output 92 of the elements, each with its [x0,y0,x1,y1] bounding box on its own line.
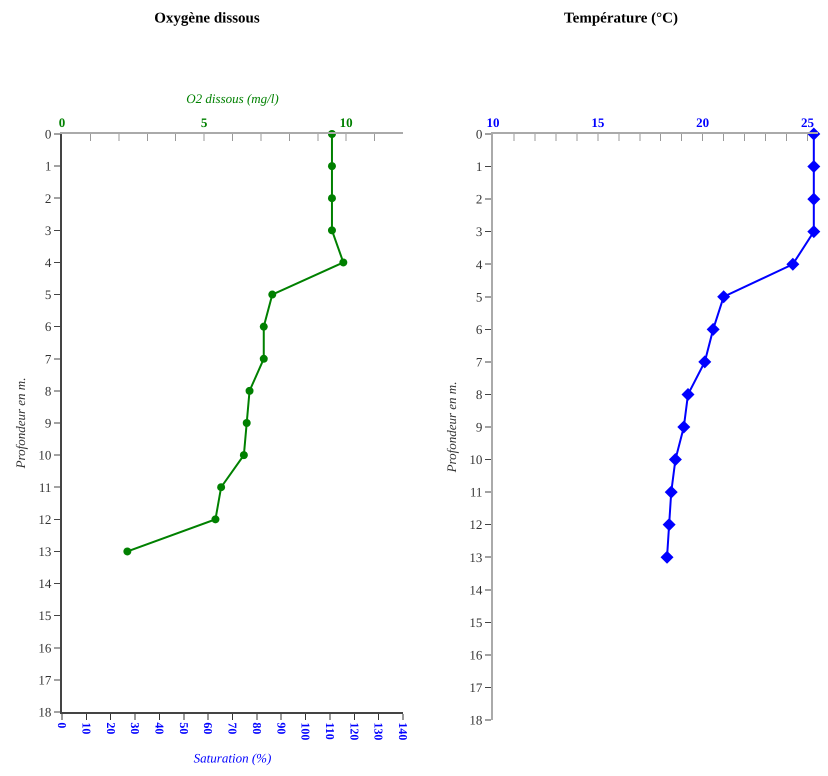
y-tick-label: 17 [38,672,52,688]
y-tick-label: 6 [44,319,52,334]
y-tick-label: 18 [469,712,482,728]
y-tick-label: 0 [44,126,52,142]
x2-tick-label: 80 [250,722,264,734]
x2-tick-label: 60 [201,722,216,734]
x-tick-label: 5 [200,114,208,130]
y-tick-label: 4 [476,256,483,272]
y-tick-label: 2 [476,192,482,207]
y-tick-label: 4 [44,254,52,270]
x2-tick-label: 20 [104,722,118,734]
y-tick-label: 14 [469,582,483,598]
y-tick-label: 17 [469,680,483,695]
chart-title: Oxygène dissous [154,10,260,26]
x2-tick-label: 0 [55,722,70,728]
point [217,483,226,492]
y-tick-label: 15 [469,614,482,630]
point [123,547,132,556]
point [807,225,820,238]
point [211,515,220,524]
point [328,194,336,202]
x-tick-label: 0 [58,114,66,130]
y-tick-label: 2 [44,190,52,206]
point [807,160,820,174]
point [677,420,690,434]
x2-tick-label: 140 [396,722,410,740]
point [786,258,800,271]
point [706,322,720,336]
x2-tick-label: 70 [226,722,240,734]
point [328,162,336,170]
x2-tick-label: 30 [128,722,142,734]
y-tick-label: 13 [469,550,482,565]
point [242,419,251,427]
x-axis-title: O2 dissous (mg/l) [186,91,279,106]
point [668,453,682,466]
x-tick-label: 25 [801,114,815,130]
y-tick-label: 12 [38,512,52,527]
point [717,290,730,304]
x2-tick-label: 50 [176,722,191,734]
x2-tick-label: 40 [152,722,167,734]
point [664,486,678,499]
y-tick-label: 3 [476,224,482,240]
point [260,354,268,363]
y-tick-label: 16 [38,640,52,656]
x-tick-label: 10 [486,114,500,130]
y-tick-label: 11 [38,480,52,495]
y-tick-label: 18 [38,704,52,720]
y-tick-label: 1 [476,159,482,174]
x2-axis-title: Saturation (%) [194,750,272,766]
y-tick-label: 1 [44,158,52,174]
y-tick-label: 16 [469,647,483,662]
y-axis-title: Profondeur en m. [12,378,28,470]
y-tick-label: 14 [38,576,52,592]
point [240,451,248,460]
y-tick-label: 8 [44,383,52,398]
point [660,550,674,564]
x-tick-label: 15 [591,114,605,130]
x2-tick-label: 100 [298,722,313,740]
x2-tick-label: 120 [347,722,362,740]
y-tick-label: 15 [38,608,52,624]
y-tick-label: 10 [469,452,482,468]
x-tick-label: 10 [340,114,353,130]
x-tick-label: 20 [696,114,710,130]
point [339,258,348,266]
y-tick-label: 12 [469,517,482,532]
x2-tick-label: 90 [274,722,288,734]
x2-tick-label: 130 [372,722,386,740]
y-tick-label: 7 [476,354,483,370]
point [807,192,820,206]
y-tick-label: 0 [476,126,482,142]
point [328,226,336,234]
y-axis-title: Profondeur en m. [444,382,459,474]
y-tick-label: 13 [38,544,52,559]
y-tick-label: 10 [38,448,52,463]
y-tick-label: 11 [470,484,482,500]
y-tick-label: 9 [476,420,482,435]
point [246,386,254,395]
y-tick-label: 9 [44,416,52,431]
point [698,355,712,368]
y-tick-label: 5 [44,287,52,302]
x2-tick-label: 10 [79,722,94,734]
chart-title: Température (°C) [564,10,678,26]
y-tick-label: 3 [44,222,52,238]
point [268,290,276,299]
point [260,322,268,331]
y-tick-label: 8 [476,386,482,402]
y-tick-label: 7 [44,351,52,366]
x2-tick-label: 110 [323,722,338,740]
point [662,518,676,532]
y-tick-label: 6 [476,322,483,337]
y-tick-label: 5 [476,289,482,304]
point [682,388,694,401]
